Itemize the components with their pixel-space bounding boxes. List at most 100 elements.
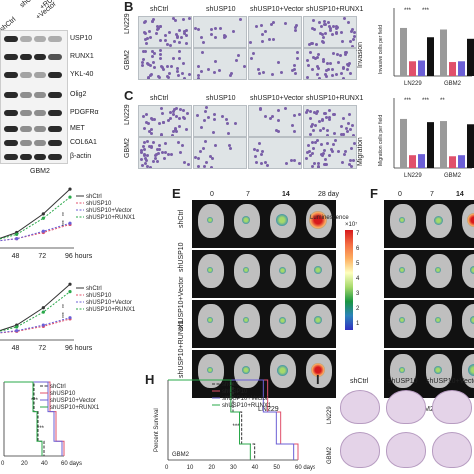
stained-cell — [177, 125, 181, 129]
stained-cell — [171, 110, 175, 114]
stained-cell — [260, 149, 264, 153]
stained-cell — [315, 64, 319, 68]
stained-cell — [317, 165, 321, 168]
growth-point — [68, 282, 72, 286]
legend-label: shUSP10+RUNX1 — [86, 307, 136, 313]
panel-b-side-label: Invasion — [357, 41, 364, 68]
stained-cell — [253, 155, 257, 159]
stained-cell — [152, 51, 156, 55]
stained-cell — [348, 127, 352, 131]
stained-cell — [233, 121, 237, 125]
legend-label: shUSP10 — [86, 201, 112, 207]
growth-line-1 — [0, 318, 71, 334]
stained-cell — [266, 164, 270, 168]
stained-cell — [342, 117, 346, 121]
significance-mark: *** — [233, 424, 241, 430]
stained-cell — [171, 133, 175, 136]
stained-cell — [348, 112, 352, 116]
panel-e-day-28: 28 day — [318, 191, 340, 198]
stained-cell — [220, 115, 224, 119]
stained-cell — [147, 144, 151, 148]
stained-cell — [313, 57, 317, 61]
stained-cell — [293, 25, 297, 29]
stained-cell — [144, 50, 148, 54]
panel-b-row-2: GBM2 — [124, 50, 131, 70]
panel-i-col-1: shCtrl — [350, 378, 369, 385]
legend-label: shUSP10+Vector — [222, 396, 268, 402]
stained-cell — [161, 120, 165, 124]
legend-label: shUSP10 — [50, 391, 76, 397]
panel-b-col-4: shUSP10+RUNX1 — [306, 6, 364, 13]
stained-cell — [332, 143, 336, 147]
stained-cell — [323, 162, 327, 166]
luminescence-signal — [207, 267, 213, 273]
stained-cell — [202, 41, 206, 45]
stained-cell — [325, 133, 329, 136]
stained-cell — [161, 150, 165, 154]
significance-mark: *** — [62, 220, 68, 226]
survival-line-3 — [168, 379, 251, 460]
blot-row-olig2: Olig2 — [70, 91, 87, 98]
stained-cell — [142, 126, 146, 130]
stained-cell — [324, 158, 328, 162]
stained-cell — [197, 76, 201, 79]
bar-ln229-3 — [427, 122, 434, 168]
stained-cell — [149, 145, 153, 149]
stained-cell — [308, 42, 312, 46]
stained-cell — [306, 58, 310, 62]
stained-cell — [200, 70, 204, 74]
mouse-bioluminescence-image — [192, 200, 228, 248]
stained-cell — [339, 125, 343, 128]
invasion-image-ln229-shctrl — [138, 16, 192, 48]
stained-cell — [150, 20, 154, 24]
stained-cell — [254, 24, 258, 28]
invasion-image-ln229-shusp10 — [193, 16, 247, 48]
legend-label: shUSP10+RUNX1 — [222, 403, 272, 409]
stained-cell — [204, 140, 208, 144]
stained-cell — [314, 111, 318, 115]
stained-cell — [341, 76, 345, 79]
panel-e-scale-title: Luminescence — [310, 215, 349, 221]
panel-f-letter: F — [370, 186, 378, 201]
stained-cell — [329, 28, 333, 32]
stained-cell — [322, 58, 326, 62]
stained-cell — [323, 32, 327, 36]
mouse-bioluminescence-image — [192, 350, 228, 398]
panel-h-letter: H — [145, 372, 155, 387]
stained-cell — [290, 159, 294, 163]
stained-cell — [176, 70, 180, 74]
stained-cell — [207, 68, 211, 72]
stained-cell — [261, 70, 265, 74]
legend-label: shCtrl — [50, 384, 66, 390]
stained-cell — [341, 39, 345, 43]
stained-cell — [270, 22, 274, 26]
stained-cell — [166, 118, 170, 122]
stained-cell — [326, 129, 330, 133]
stained-cell — [169, 110, 173, 114]
luminescence-signal — [243, 317, 249, 323]
stained-cell — [226, 122, 230, 126]
stained-cell — [145, 62, 149, 66]
stained-cell — [322, 127, 326, 131]
stained-cell — [317, 76, 321, 79]
stained-cell — [338, 54, 342, 58]
survival-line-3 — [4, 381, 43, 456]
stained-cell — [310, 141, 314, 145]
x-tick-gbm2: GBM2 — [444, 81, 462, 87]
stained-cell — [324, 162, 328, 166]
mouse-bioluminescence-image — [264, 300, 300, 348]
stained-cell — [294, 29, 298, 33]
luminescence-signal — [470, 266, 474, 274]
stained-cell — [260, 23, 264, 27]
mouse-bioluminescence-image — [384, 200, 420, 248]
stained-cell — [293, 68, 297, 71]
luminescence-signal — [276, 214, 288, 226]
x-tick: 48 — [12, 253, 20, 260]
mouse-head — [462, 304, 474, 338]
stained-cell — [292, 113, 296, 117]
stained-cell — [276, 118, 280, 122]
brain-section-ln229-shctrl — [340, 390, 380, 424]
stained-cell — [311, 122, 315, 126]
stained-cell — [194, 156, 198, 160]
brain-section-gbm2-vector — [432, 432, 472, 468]
